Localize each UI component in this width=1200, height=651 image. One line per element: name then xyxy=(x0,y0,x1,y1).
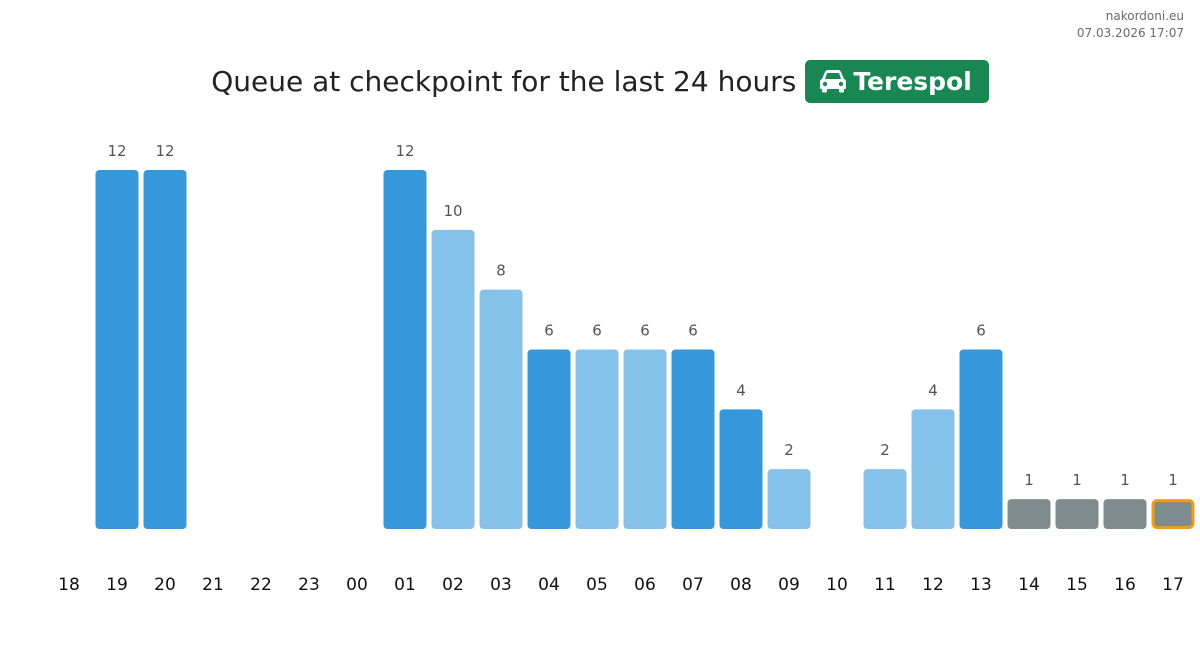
x-tick-00: 00 xyxy=(346,575,368,595)
x-tick-02: 02 xyxy=(442,575,464,595)
x-tick-07: 07 xyxy=(682,575,704,595)
data-label-09: 2 xyxy=(784,441,794,459)
data-label-01: 12 xyxy=(395,142,414,160)
site-name: nakordoni.eu xyxy=(1105,9,1184,23)
bar-09[interactable] xyxy=(767,469,811,529)
x-tick-11: 11 xyxy=(874,575,896,595)
chart-header: Queue at checkpoint for the last 24 hour… xyxy=(0,59,1200,103)
x-tick-08: 08 xyxy=(730,575,752,595)
site-meta: nakordoni.eu 07.03.2026 17:07 xyxy=(1077,8,1184,42)
chart-title: Queue at checkpoint for the last 24 hour… xyxy=(211,64,797,98)
bar-15[interactable] xyxy=(1055,499,1099,529)
data-label-14: 1 xyxy=(1024,471,1034,489)
bar-17[interactable] xyxy=(1151,499,1195,530)
checkpoint-badge[interactable]: Terespol xyxy=(805,59,989,103)
data-label-20: 12 xyxy=(155,142,174,160)
data-label-13: 6 xyxy=(976,322,986,340)
x-tick-16: 16 xyxy=(1114,575,1136,595)
x-tick-13: 13 xyxy=(970,575,992,595)
bar-16[interactable] xyxy=(1103,499,1147,529)
bar-13[interactable] xyxy=(959,349,1003,530)
data-label-03: 8 xyxy=(496,262,506,280)
x-tick-04: 04 xyxy=(538,575,560,595)
bar-07[interactable] xyxy=(671,349,715,530)
x-tick-10: 10 xyxy=(826,575,848,595)
x-tick-03: 03 xyxy=(490,575,512,595)
bar-02[interactable] xyxy=(431,229,475,530)
x-tick-17: 17 xyxy=(1162,575,1184,595)
bar-05[interactable] xyxy=(575,349,619,530)
car-icon xyxy=(820,70,847,93)
data-label-16: 1 xyxy=(1120,471,1130,489)
x-tick-19: 19 xyxy=(106,575,128,595)
x-tick-21: 21 xyxy=(202,575,224,595)
x-tick-22: 22 xyxy=(250,575,272,595)
x-tick-06: 06 xyxy=(634,575,656,595)
bar-03[interactable] xyxy=(479,289,523,529)
x-tick-15: 15 xyxy=(1066,575,1088,595)
bar-08[interactable] xyxy=(719,409,763,529)
x-tick-09: 09 xyxy=(778,575,800,595)
timestamp: 07.03.2026 17:07 xyxy=(1076,26,1184,40)
bar-19[interactable] xyxy=(95,170,139,529)
data-label-15: 1 xyxy=(1072,471,1082,489)
bar-04[interactable] xyxy=(527,349,571,530)
data-label-07: 6 xyxy=(688,322,698,340)
data-label-06: 6 xyxy=(640,322,650,340)
x-tick-20: 20 xyxy=(154,575,176,595)
bar-14[interactable] xyxy=(1007,499,1051,529)
x-tick-18: 18 xyxy=(58,575,80,595)
x-tick-23: 23 xyxy=(298,575,320,595)
bar-01[interactable] xyxy=(383,170,427,529)
data-label-12: 4 xyxy=(928,381,938,399)
x-tick-12: 12 xyxy=(922,575,944,595)
data-label-17: 1 xyxy=(1168,471,1178,489)
x-tick-01: 01 xyxy=(394,575,416,595)
checkpoint-name: Terespol xyxy=(853,66,972,96)
bar-11[interactable] xyxy=(863,469,907,529)
data-label-11: 2 xyxy=(880,441,890,459)
bar-20[interactable] xyxy=(143,170,187,529)
data-label-19: 12 xyxy=(107,142,126,160)
bar-12[interactable] xyxy=(911,409,955,529)
data-label-04: 6 xyxy=(544,322,554,340)
data-label-08: 4 xyxy=(736,381,746,399)
bar-06[interactable] xyxy=(623,349,667,530)
data-label-02: 10 xyxy=(443,202,462,220)
data-label-05: 6 xyxy=(592,322,602,340)
x-tick-05: 05 xyxy=(586,575,608,595)
x-tick-14: 14 xyxy=(1018,575,1040,595)
